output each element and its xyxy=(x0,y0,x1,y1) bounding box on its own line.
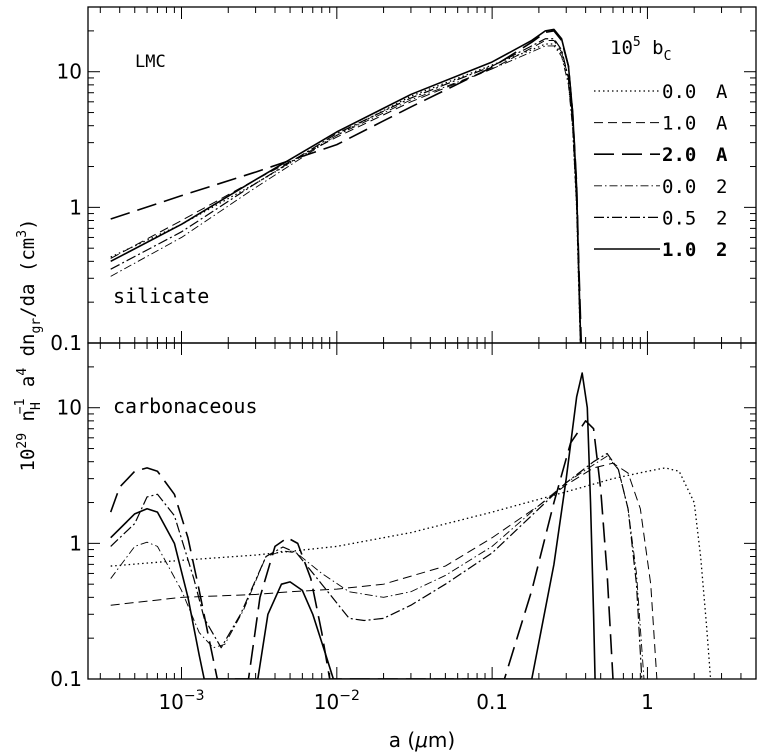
series-line-0-0-2 xyxy=(110,455,645,679)
legend-rv-value: 2 xyxy=(716,176,727,198)
legend-bc-value: 0.5 xyxy=(662,207,696,229)
series-line-1-0-A xyxy=(110,462,658,679)
x-tick-label: 1 xyxy=(641,690,654,714)
legend-header: 105 bC xyxy=(610,35,671,64)
panel-bottom-carbonaceous: 0.1 1 10 carbonaceous xyxy=(50,342,757,691)
series-line-0-0-A xyxy=(110,467,712,679)
region-label: LMC xyxy=(135,52,166,72)
legend-bc-value: 0.0 xyxy=(662,176,696,198)
legend-rv-value: A xyxy=(716,144,728,166)
series-line-0-5-2 xyxy=(110,38,581,343)
panel-label: carbonaceous xyxy=(113,394,258,418)
panel-label: silicate xyxy=(113,284,209,308)
legend-bc-value: 1.0 xyxy=(662,239,696,261)
y-tick-label: 10 xyxy=(57,396,82,420)
legend-bc-value: 1.0 xyxy=(662,113,696,135)
y-tick-label: 1 xyxy=(69,195,82,219)
panel-top-silicate: 0.1 1 10 LMC silicate xyxy=(50,6,757,355)
series-line-1-0-2 xyxy=(110,372,596,679)
y-axis-title: 1029 nH−1 a4 dngr/da (cm3) xyxy=(13,219,44,472)
legend-bc-value: 2.0 xyxy=(662,144,696,166)
series-line-0-0-2 xyxy=(110,45,581,343)
y-tick-label: 1 xyxy=(69,531,82,555)
legend-rv-value: 2 xyxy=(716,239,727,261)
legend-rv-value: 2 xyxy=(716,207,727,229)
y-axis: 1029 nH−1 a4 dngr/da (cm3) xyxy=(13,219,44,472)
y-tick-label: 0.1 xyxy=(50,331,82,355)
x-tick-label: 10−3 xyxy=(158,688,204,714)
legend-bc-value: 0.0 xyxy=(662,81,696,103)
x-axis: 10−3 10−2 0.1 1 a (μm) xyxy=(158,688,653,752)
legend-rv-value: A xyxy=(716,113,728,135)
y-tick-label: 0.1 xyxy=(50,667,82,691)
legend: 105 bC 0.0 A 1.0 A 2.0 A 0.0 2 0.5 2 1.0 2 xyxy=(594,35,728,261)
series-line-0-5-2 xyxy=(110,452,643,679)
series-line-1-0-2 xyxy=(110,28,582,343)
series-line-2-0-A xyxy=(109,420,614,679)
x-axis-title: a (μm) xyxy=(389,728,455,752)
y-tick-label: 10 xyxy=(57,60,82,84)
legend-rv-value: A xyxy=(716,81,728,103)
x-tick-label: 0.1 xyxy=(476,690,508,714)
x-tick-label: 10−2 xyxy=(314,688,360,714)
